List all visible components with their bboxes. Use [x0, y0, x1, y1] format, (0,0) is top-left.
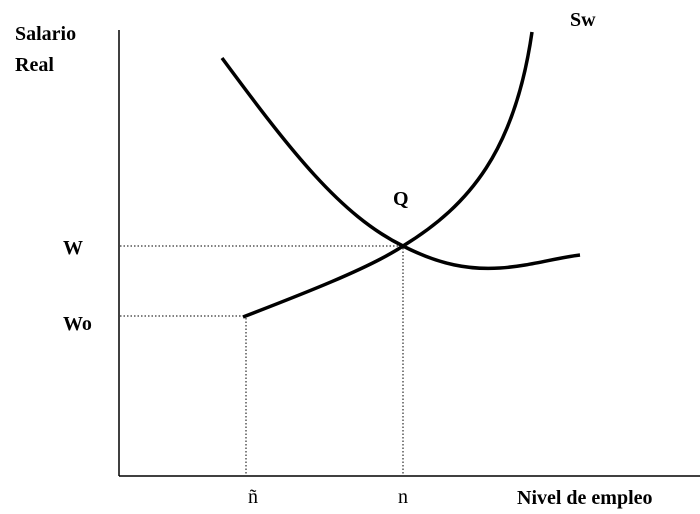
w-label: W [63, 237, 83, 259]
y-axis-label: Salario [15, 23, 76, 45]
n-tilde-label: ñ [248, 486, 258, 508]
equilibrium-label: Q [393, 188, 409, 210]
demand-curve [220, 56, 581, 271]
wo-label: Wo [63, 313, 92, 335]
y-axis-label: Real [15, 54, 54, 76]
x-axis-label: Nivel de empleo [517, 487, 653, 509]
n-label: n [398, 486, 408, 508]
supply-curve [242, 31, 534, 319]
supply-label: Sw [570, 9, 596, 31]
